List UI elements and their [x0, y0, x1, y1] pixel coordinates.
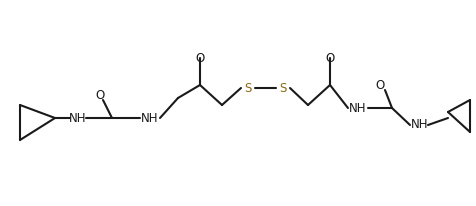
Text: NH: NH: [141, 111, 159, 124]
Text: O: O: [95, 89, 105, 102]
Text: S: S: [279, 82, 287, 95]
Text: O: O: [195, 52, 205, 64]
Text: NH: NH: [349, 102, 367, 115]
Text: NH: NH: [411, 118, 429, 131]
Text: O: O: [326, 52, 335, 64]
Text: NH: NH: [69, 111, 87, 124]
Text: O: O: [376, 78, 385, 91]
Text: S: S: [244, 82, 252, 95]
